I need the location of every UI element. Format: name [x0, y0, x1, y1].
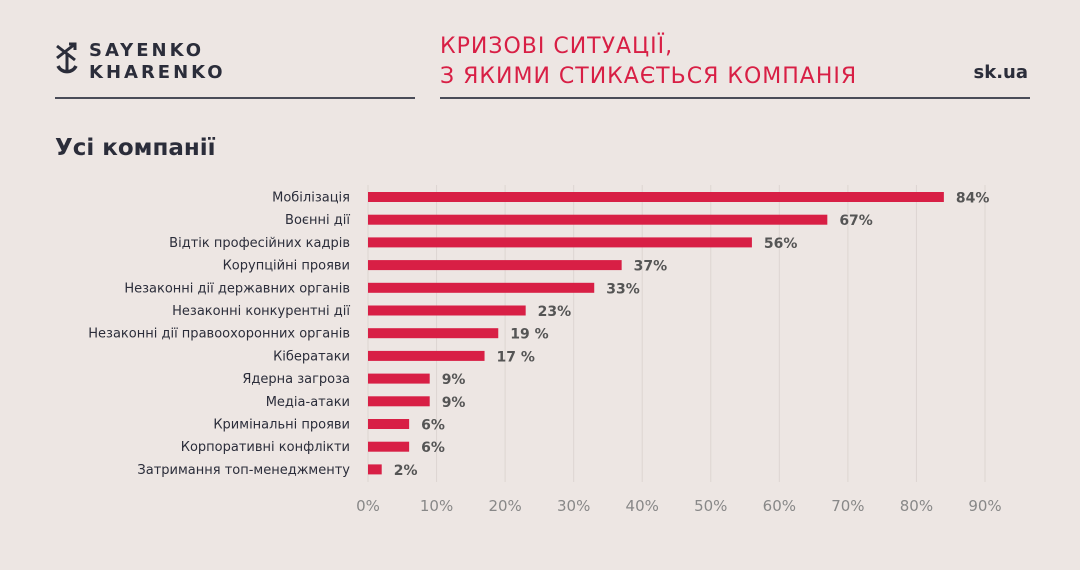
- bar: [368, 328, 499, 339]
- data-label: 6%: [421, 418, 445, 434]
- divider-left: [55, 97, 415, 99]
- x-tick-label: 90%: [968, 497, 1001, 515]
- data-label: 2%: [394, 463, 418, 479]
- data-label: 67%: [839, 213, 873, 229]
- bar: [368, 350, 485, 361]
- data-label: 6%: [421, 440, 445, 456]
- divider-right: [440, 97, 1030, 99]
- bar: [368, 192, 944, 202]
- x-tick-label: 60%: [763, 497, 796, 515]
- data-label: 37%: [634, 259, 668, 275]
- data-label: 9%: [442, 372, 466, 388]
- category-label: Незаконні конкурентні дії: [172, 304, 350, 319]
- x-tick-label: 70%: [831, 497, 864, 515]
- x-tick-label: 10%: [420, 497, 453, 515]
- x-tick-label: 30%: [557, 497, 590, 515]
- data-label: 17 %: [497, 349, 535, 365]
- title-line-1: КРИЗОВІ СИТУАЦІЇ,: [440, 34, 674, 59]
- category-label: Незаконні дії правоохоронних органів: [88, 327, 350, 342]
- bar: [368, 305, 526, 316]
- logo-line-2: KHARENKO: [89, 62, 226, 83]
- bar: [368, 237, 752, 248]
- data-label: 84%: [956, 191, 990, 207]
- data-label: 23%: [538, 304, 572, 320]
- logo-line-1: SAYENKO: [89, 40, 205, 61]
- bar: [368, 419, 410, 429]
- bar: [368, 260, 622, 271]
- page-title: КРИЗОВІ СИТУАЦІЇ, З ЯКИМИ СТИКАЄТЬСЯ КОМ…: [440, 32, 857, 92]
- category-label: Корупційні прояви: [223, 259, 350, 274]
- bar: [368, 441, 410, 452]
- category-label: Воєнні дії: [285, 213, 350, 228]
- category-label: Корпоративні конфлікти: [181, 440, 350, 455]
- category-label: Мобілізація: [272, 191, 350, 206]
- chart-title: Усі компанії: [55, 135, 216, 161]
- logo: SAYENKO KHARENKO: [55, 40, 226, 84]
- bar: [368, 396, 430, 407]
- data-label: 56%: [764, 236, 798, 252]
- category-label: Кримінальні прояви: [213, 418, 350, 433]
- bar: [368, 464, 382, 475]
- bar: [368, 214, 828, 225]
- bar: [368, 373, 430, 384]
- category-label: Медіа-атаки: [266, 395, 350, 410]
- x-tick-label: 80%: [900, 497, 933, 515]
- category-label: Затримання топ-менеджменту: [137, 463, 350, 478]
- data-label: 19 %: [510, 327, 548, 343]
- data-label: 33%: [606, 281, 640, 297]
- logo-emblem-icon: [56, 42, 78, 74]
- bar: [368, 282, 595, 293]
- category-label: Кібератаки: [273, 349, 350, 364]
- x-tick-label: 0%: [356, 497, 380, 515]
- category-label: Незаконні дії державних органів: [124, 281, 350, 296]
- x-tick-label: 50%: [694, 497, 727, 515]
- site-link[interactable]: sk.ua: [973, 62, 1028, 83]
- x-tick-label: 40%: [626, 497, 659, 515]
- title-line-2: З ЯКИМИ СТИКАЄТЬСЯ КОМПАНІЯ: [440, 64, 858, 89]
- category-label: Ядерна загроза: [242, 372, 350, 387]
- x-tick-label: 20%: [488, 497, 521, 515]
- data-label: 9%: [442, 395, 466, 411]
- category-label: Відтік професійних кадрів: [169, 236, 350, 251]
